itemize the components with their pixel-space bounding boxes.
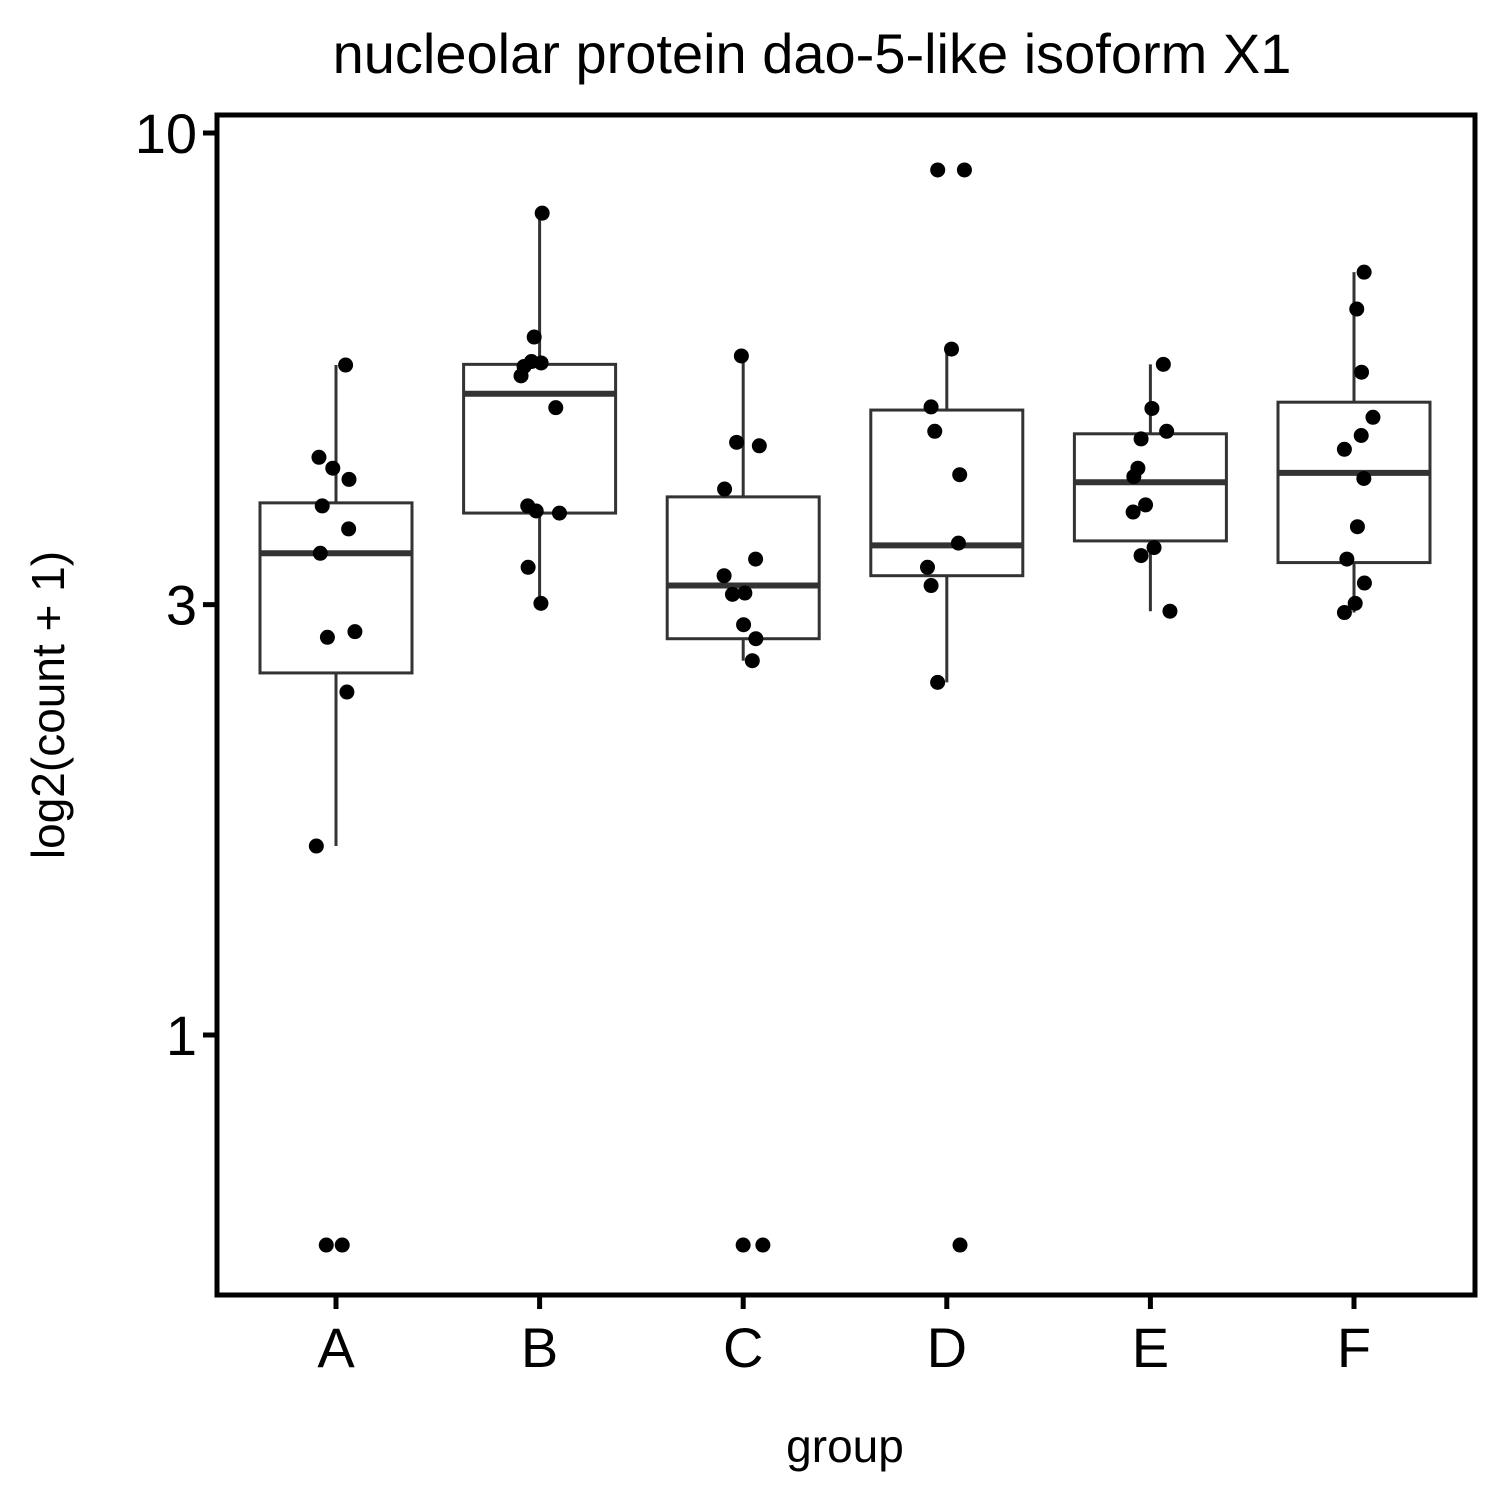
data-point	[548, 400, 564, 416]
y-tick-label: 1	[166, 1004, 197, 1067]
y-tick-label: 3	[166, 574, 197, 637]
data-point	[1125, 504, 1141, 520]
box-layer	[258, 213, 1432, 847]
data-point	[952, 467, 968, 483]
chart-title: nucleolar protein dao-5-like isoform X1	[333, 22, 1292, 85]
data-point	[729, 434, 745, 450]
y-axis: 1 3 10	[135, 102, 217, 1067]
data-point	[314, 498, 330, 514]
box-E	[1072, 364, 1228, 612]
data-point	[956, 162, 972, 178]
data-point	[1336, 441, 1352, 457]
point-layer	[308, 162, 1381, 1253]
data-point	[737, 585, 753, 601]
data-point	[1353, 427, 1369, 443]
data-point	[528, 503, 544, 519]
x-tick-label: E	[1132, 1316, 1169, 1379]
data-point	[312, 545, 328, 561]
data-point	[748, 551, 764, 567]
data-point	[325, 460, 341, 476]
data-point	[1356, 470, 1372, 486]
data-point	[952, 1237, 968, 1253]
box-iqr	[1072, 432, 1228, 543]
box-D	[869, 349, 1025, 683]
data-point	[318, 1237, 334, 1253]
box-iqr	[869, 408, 1025, 578]
data-point	[347, 624, 363, 640]
box-B	[462, 213, 618, 604]
data-point	[339, 684, 355, 700]
data-point	[1133, 548, 1149, 564]
x-tick-label: B	[521, 1316, 558, 1379]
data-point	[744, 653, 760, 669]
data-point	[733, 348, 749, 364]
data-point	[341, 521, 357, 537]
y-tick-label: 10	[135, 102, 197, 165]
data-point	[1138, 497, 1154, 513]
box-A	[258, 365, 414, 847]
y-axis-title: log2(count + 1)	[22, 551, 74, 859]
data-point	[533, 595, 549, 611]
x-tick-label: F	[1337, 1316, 1371, 1379]
data-point	[1162, 603, 1178, 619]
data-point	[551, 505, 567, 521]
box-iqr	[258, 501, 414, 675]
data-point	[334, 1237, 350, 1253]
data-point	[1339, 551, 1355, 567]
data-point	[1365, 409, 1381, 425]
data-point	[1159, 423, 1175, 439]
data-point	[944, 341, 960, 357]
data-point	[1155, 356, 1171, 372]
data-point	[716, 568, 732, 584]
data-point	[923, 578, 939, 594]
data-point	[930, 162, 946, 178]
data-point	[520, 559, 536, 575]
data-point	[1336, 605, 1352, 621]
data-point	[930, 674, 946, 690]
data-point	[1133, 431, 1149, 447]
data-point	[1347, 595, 1363, 611]
data-point	[717, 481, 733, 497]
data-point	[724, 586, 740, 602]
data-point	[311, 449, 327, 465]
panel-border	[214, 112, 1478, 1298]
data-point	[1126, 469, 1142, 485]
data-point	[534, 205, 550, 221]
data-point	[1349, 301, 1365, 317]
data-point	[338, 357, 354, 373]
box-iqr	[462, 362, 618, 515]
x-tick-label: C	[723, 1316, 763, 1379]
box-F	[1276, 272, 1432, 613]
data-point	[308, 838, 324, 854]
data-point	[1356, 575, 1372, 591]
data-point	[341, 471, 357, 487]
data-point	[1354, 364, 1370, 380]
data-point	[513, 368, 529, 384]
data-point	[319, 629, 335, 645]
data-point	[927, 423, 943, 439]
data-point	[1349, 519, 1365, 535]
box-iqr	[1276, 400, 1432, 565]
data-point	[1146, 540, 1162, 556]
data-point	[923, 399, 939, 415]
data-point	[748, 631, 764, 647]
data-point	[526, 329, 542, 345]
data-point	[755, 1237, 771, 1253]
x-axis-title: group	[786, 1420, 904, 1472]
data-point	[751, 438, 767, 454]
data-point	[1356, 264, 1372, 280]
data-point	[1144, 400, 1160, 416]
x-axis: A B C D E F	[317, 1295, 1371, 1379]
data-point	[736, 617, 752, 633]
x-tick-label: D	[927, 1316, 967, 1379]
data-point	[533, 355, 549, 371]
x-tick-label: A	[317, 1316, 355, 1379]
data-point	[950, 535, 966, 551]
box-C	[665, 355, 821, 661]
data-point	[920, 559, 936, 575]
data-point	[735, 1237, 751, 1253]
box-iqr	[665, 495, 821, 641]
